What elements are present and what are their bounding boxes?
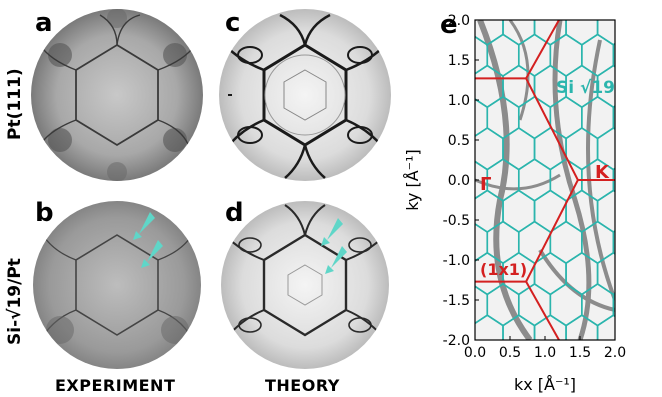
- y-tick-label-2: 1.0: [448, 93, 470, 109]
- arrow-icon-b: [133, 212, 163, 268]
- hex-cell-72: [456, 0, 488, 14]
- y-tick-label-6: -1.0: [443, 253, 470, 269]
- x-tick-label-0: 0.0: [464, 345, 486, 361]
- hex-cell-65: [612, 42, 615, 68]
- boundary-extension-0: [525, 20, 560, 79]
- y-axis-ticks: 2.0 1.5 1.0 0.5 0.0 -0.5 -1.0 -1.5 -2.0: [443, 13, 479, 349]
- x-axis-label: kx [Å⁻¹]: [514, 375, 576, 394]
- bands-background: [475, 20, 615, 340]
- hex-cell-71: [596, 20, 615, 46]
- y-axis-label: ky [Å⁻¹]: [403, 149, 422, 211]
- panel-label-b: b: [35, 198, 54, 228]
- hex-cell-41: [612, 167, 615, 193]
- panel-label-c: c: [225, 8, 241, 38]
- hex-cell-77: [613, 0, 645, 14]
- sqrt19-label: Si √19: [556, 78, 615, 98]
- sqrt19-hex-grid: [456, 0, 645, 340]
- panel-d-image: [221, 201, 389, 369]
- boundary-extension-1: [525, 281, 560, 340]
- column-label-theory: THEORY: [265, 376, 340, 395]
- x-tick-label-3: 1.5: [569, 345, 591, 361]
- k-point-label: K: [595, 162, 610, 183]
- arrow-icon-d: [321, 218, 347, 274]
- hex-cell-17: [612, 292, 615, 318]
- panel-b-image: [33, 201, 201, 369]
- x-tick-label-4: 2.0: [604, 345, 626, 361]
- x-tick-label-2: 1.0: [534, 345, 556, 361]
- panel-a-image: [31, 9, 203, 181]
- panel-label-e: e: [440, 10, 458, 40]
- x-tick-label-1: 0.5: [499, 345, 521, 361]
- gamma-label: Γ: [480, 174, 491, 195]
- cell-1x1-label: (1x1): [480, 260, 527, 279]
- panel-label-a: a: [35, 8, 53, 38]
- hex-cell-53: [612, 105, 615, 131]
- panel-label-d: d: [225, 198, 244, 228]
- hex-cell-29: [612, 229, 615, 255]
- y-tick-label-1: 1.5: [448, 53, 470, 69]
- y-tick-label-8: -2.0: [443, 333, 470, 349]
- hex-cell-73: [487, 0, 519, 14]
- hex-cell-75: [550, 0, 582, 14]
- hex-cell-76: [582, 0, 614, 14]
- y-tick-label-7: -1.5: [443, 293, 470, 309]
- zone-boundary-lines: [475, 20, 615, 340]
- y-tick-label-5: -0.5: [443, 213, 470, 229]
- hex-cell-74: [519, 0, 551, 14]
- y-tick-label-3: 0.5: [448, 133, 470, 149]
- y-tick-label-4: 0.0: [448, 173, 470, 189]
- column-label-experiment: EXPERIMENT: [55, 376, 176, 395]
- x-axis-ticks: 0.0 0.5 1.0 1.5 2.0: [464, 336, 626, 361]
- y-tick-label-0: 2.0: [448, 13, 470, 29]
